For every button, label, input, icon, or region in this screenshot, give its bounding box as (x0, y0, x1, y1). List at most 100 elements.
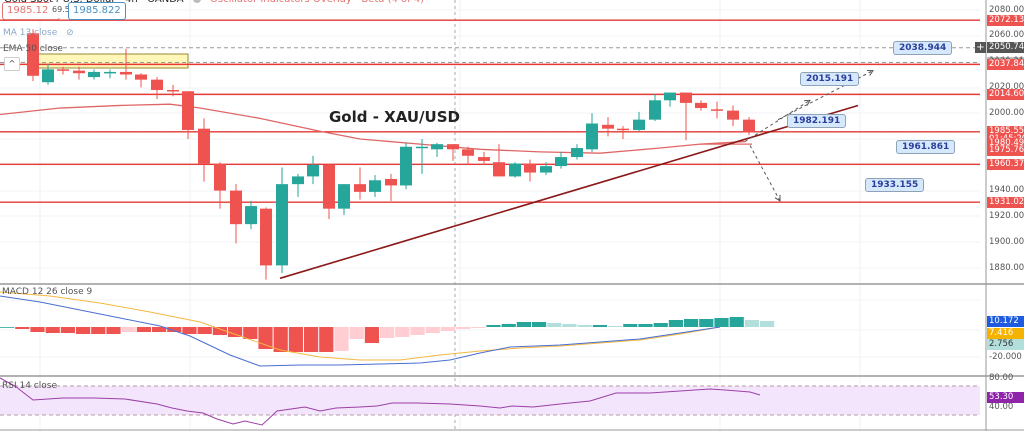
rsi-indicator-label[interactable]: RSI 14 close (2, 381, 57, 391)
macd-histogram-bar (349, 327, 364, 339)
price-callout[interactable]: 2038.944 (893, 41, 953, 55)
macd-histogram-bar (471, 327, 486, 328)
price-tag[interactable]: 2050.741 (987, 42, 1024, 54)
ema-indicator-label[interactable]: EMA 50 close (3, 44, 63, 54)
candle-body (182, 91, 194, 130)
macd-histogram-bar (760, 321, 775, 327)
rsi-value-tag[interactable]: 53.30 (987, 392, 1024, 403)
macd-histogram-bar (684, 319, 699, 327)
price-tag[interactable]: 1985.556 (987, 126, 1024, 138)
candle-body (57, 69, 69, 71)
candle-body (695, 102, 707, 109)
candle-body (680, 92, 692, 103)
candle-body (135, 74, 147, 80)
price-axis-tick: 2000.000 (989, 107, 1024, 118)
price-callout[interactable]: 1933.155 (865, 178, 925, 192)
price-tag[interactable]: 1960.372 (987, 158, 1024, 170)
candle-body (555, 157, 567, 167)
candle-body (120, 71, 132, 75)
candle-body (727, 110, 739, 120)
candle-body (571, 148, 583, 158)
macd-histogram-bar (334, 327, 349, 351)
price-axis-tick: 2060.000 (989, 30, 1024, 41)
macd-histogram-bar (501, 324, 516, 327)
candle-body (447, 144, 459, 150)
collapse-legend-button[interactable]: ^ (4, 57, 20, 71)
macd-indicator-label[interactable]: MACD 12 26 close 9 (2, 287, 93, 297)
macd-histogram-bar (562, 324, 577, 327)
candle-body (214, 163, 226, 191)
rsi-axis-tick: 40.00 (989, 401, 1014, 412)
candle-body (42, 69, 54, 83)
arrowhead-icon (803, 99, 811, 106)
candle-body (664, 92, 676, 101)
price-tag[interactable]: 2072.134 (987, 14, 1024, 26)
macd-histogram-bar (380, 327, 395, 338)
macd-histogram-bar (653, 323, 668, 327)
macd-histogram-bar (91, 327, 106, 334)
candle-body (354, 184, 366, 192)
macd-histogram-bar (425, 327, 440, 333)
price-tag[interactable]: 1975.765 (987, 145, 1024, 157)
macd-histogram-bar (152, 327, 167, 332)
add-alert-plus-button[interactable]: + (975, 42, 986, 53)
candle-body (230, 190, 242, 225)
spread-value: 69.5 (48, 2, 74, 18)
macd-histogram-bar (714, 318, 729, 327)
macd-histogram-bar (288, 327, 303, 352)
macd-histogram-bar (197, 327, 212, 334)
macd-histogram-bar (304, 327, 319, 352)
projection-arrow (749, 145, 781, 202)
projection-arrow (744, 99, 811, 143)
candle-body (633, 119, 645, 130)
candle-body (260, 208, 272, 266)
macd-histogram-bar (592, 325, 607, 327)
candle-body (198, 128, 210, 164)
price-tag[interactable]: 2014.602 (987, 88, 1024, 100)
macd-histogram-bar (744, 320, 759, 327)
macd-value-tag[interactable]: 10.172 (987, 316, 1024, 327)
macd-histogram-bar (364, 327, 379, 343)
candle-body (400, 146, 412, 186)
macd-histogram-bar (608, 326, 623, 327)
price-axis-tick: 2080.000 (989, 4, 1024, 15)
macd-histogram-bar (212, 327, 227, 335)
price-tag[interactable]: 2037.846 (987, 58, 1024, 70)
macd-histogram-bar (547, 323, 562, 327)
macd-value-tag[interactable]: 2.756 (987, 339, 1024, 350)
macd-histogram-bar (60, 327, 75, 333)
macd-histogram-bar (121, 327, 136, 332)
buy-price-button[interactable]: 1985.822 (68, 2, 126, 20)
macd-histogram-bar (30, 327, 45, 332)
ma-indicator-label[interactable]: MA 13 close ⊘ (3, 28, 74, 38)
price-callout[interactable]: 1982.191 (787, 114, 847, 128)
price-callout[interactable]: 2015.191 (800, 72, 860, 86)
macd-histogram-bar (0, 327, 15, 328)
candle-body (338, 184, 350, 209)
macd-value-tag[interactable]: 7.416 (987, 328, 1024, 339)
price-axis-tick: 2020.000 (989, 81, 1024, 92)
candle-body (602, 124, 614, 129)
candle-body (27, 33, 39, 76)
macd-histogram-bar (623, 324, 638, 327)
price-tag[interactable]: 1931.028 (987, 196, 1024, 208)
macd-histogram-bar (668, 320, 683, 327)
candle-body (245, 206, 257, 225)
macd-histogram-bar (15, 327, 30, 329)
candle-body (323, 164, 335, 209)
arrowhead-icon (774, 194, 781, 202)
hidden-eye-icon[interactable]: ⊘ (66, 28, 74, 38)
candle-body (509, 163, 521, 177)
price-callout[interactable]: 1961.861 (896, 140, 956, 154)
candle-body (88, 71, 100, 78)
ascending-trendline (279, 104, 859, 280)
candle-body (369, 180, 381, 192)
price-tag[interactable]: 1980.495 (987, 138, 1024, 149)
candle-body (711, 109, 723, 111)
chart-title: Gold - XAU/USD (329, 108, 460, 126)
macd-histogram-bar (273, 327, 288, 352)
rsi-line (0, 377, 761, 426)
candle-body (478, 157, 490, 161)
macd-histogram-bar (486, 325, 501, 327)
